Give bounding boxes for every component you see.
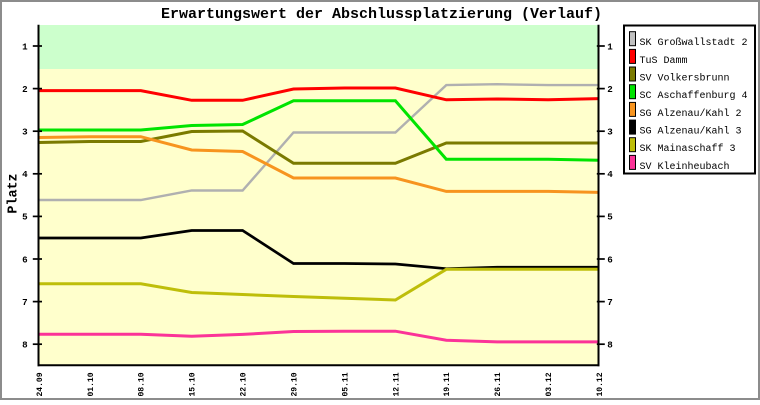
svg-text:08.10: 08.10 xyxy=(138,372,147,396)
svg-text:Erwartungswert der Abschlusspl: Erwartungswert der Abschlussplatzierung … xyxy=(161,6,602,23)
svg-text:4: 4 xyxy=(22,169,28,180)
svg-text:5: 5 xyxy=(22,212,28,223)
svg-text:1: 1 xyxy=(607,41,613,52)
svg-text:Platz: Platz xyxy=(7,173,22,213)
svg-text:3: 3 xyxy=(22,127,28,138)
svg-text:SG Alzenau/Kahl 3: SG Alzenau/Kahl 3 xyxy=(640,126,742,138)
svg-text:SV Volkersbrunn: SV Volkersbrunn xyxy=(640,73,730,85)
svg-text:12.11: 12.11 xyxy=(392,372,401,396)
svg-text:05.11: 05.11 xyxy=(341,372,350,396)
svg-text:26.11: 26.11 xyxy=(494,372,503,396)
svg-text:TuS Damm: TuS Damm xyxy=(640,56,688,67)
svg-text:2: 2 xyxy=(22,84,28,95)
svg-text:24.09: 24.09 xyxy=(36,372,45,396)
svg-text:03.12: 03.12 xyxy=(545,372,554,396)
svg-text:SC Aschaffenburg 4: SC Aschaffenburg 4 xyxy=(640,90,748,102)
svg-text:10.12: 10.12 xyxy=(596,372,605,396)
svg-text:SK Großwallstadt 2: SK Großwallstadt 2 xyxy=(640,37,748,49)
svg-text:01.10: 01.10 xyxy=(87,372,96,396)
svg-text:8: 8 xyxy=(22,340,28,351)
svg-text:19.11: 19.11 xyxy=(443,372,452,396)
svg-text:7: 7 xyxy=(22,297,28,308)
svg-text:8: 8 xyxy=(607,340,613,351)
svg-text:1: 1 xyxy=(22,41,28,52)
svg-text:SV Kleinheubach: SV Kleinheubach xyxy=(640,161,730,173)
svg-text:7: 7 xyxy=(607,297,613,308)
svg-text:3: 3 xyxy=(607,127,613,138)
svg-text:15.10: 15.10 xyxy=(189,372,198,396)
svg-text:6: 6 xyxy=(607,254,613,265)
svg-text:4: 4 xyxy=(607,169,613,180)
svg-text:22.10: 22.10 xyxy=(240,372,249,396)
svg-text:2: 2 xyxy=(607,84,613,95)
svg-text:5: 5 xyxy=(607,212,613,223)
svg-text:SG Alzenau/Kahl 2: SG Alzenau/Kahl 2 xyxy=(640,108,742,120)
svg-text:SK Mainaschaff 3: SK Mainaschaff 3 xyxy=(640,143,736,155)
svg-text:29.10: 29.10 xyxy=(290,372,299,396)
svg-text:6: 6 xyxy=(22,254,28,265)
